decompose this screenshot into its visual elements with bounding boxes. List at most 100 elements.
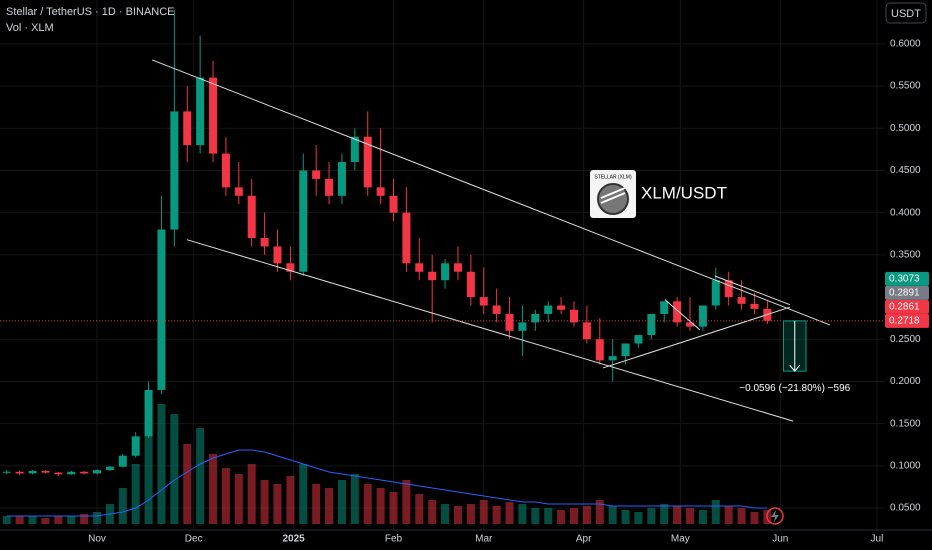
volume-bar [2,516,11,524]
volume-bar [737,508,746,524]
candle-body [131,436,140,456]
x-tick-label: Jul [871,534,884,545]
alert-icon[interactable] [766,507,784,525]
candle-body [376,187,385,196]
trend-line [602,306,791,369]
x-tick-label: Feb [385,534,403,545]
candle-body [67,471,76,475]
volume-bar [131,464,140,524]
candle-body [350,136,359,163]
candle-body [2,471,11,473]
trend-line [186,239,794,422]
measure-label: −0.0596 (−21.80%) −596 [739,383,850,394]
volume-bar [453,506,462,524]
candle-body [144,389,153,437]
candle-body [54,472,63,475]
volume-bar [41,518,50,524]
volume-bar [234,474,243,524]
candle-body [221,153,230,188]
y-tick-label: 0.5000 [890,123,921,134]
candle-body [41,470,50,473]
logo-small-text: STELLAR (XLM) [594,174,632,180]
volume-bar [157,404,166,524]
price-label: 0.2718 [889,316,920,327]
x-tick-label: Dec [185,534,203,545]
candle-body [531,313,540,323]
candle-body [80,471,89,474]
volume-bar [221,468,230,524]
logo-icon-lines [600,187,626,204]
candle-body [518,322,527,331]
trend-line [664,299,701,331]
candle-body [28,470,37,474]
candle-body [105,466,114,471]
candle-body [686,322,695,327]
candle-body [273,246,282,264]
candle-body [557,305,566,310]
y-tick-label: 0.5500 [890,81,921,92]
volume-bar [337,480,346,524]
volume-bar [479,500,488,524]
candle-body [312,170,321,179]
volume-bar [28,516,37,524]
volume-bar [647,508,656,524]
candle-body [428,271,437,281]
y-tick-label: 0.0500 [890,503,921,514]
alert-icon-bolt[interactable] [771,510,779,522]
candle-body [634,335,643,344]
candle-body [170,111,179,230]
candle-body [453,263,462,272]
price-label: 0.2891 [889,288,920,299]
candle-body [737,297,746,304]
candle-body [582,322,591,340]
candle-body [466,271,475,298]
candle-body [389,195,398,213]
volume-bar [363,484,372,524]
candle-body [260,237,269,247]
volume-bar [376,488,385,524]
candle-body [286,263,295,272]
candle-body [247,195,256,238]
trend-line [714,275,791,306]
y-tick-label: 0.2000 [890,376,921,387]
volume-label: Vol · XLM [6,22,54,34]
candle-body [660,301,669,314]
price-label: 0.2861 [889,302,920,313]
volume-bar [724,506,733,524]
candle-body [673,301,682,323]
volume-bar [673,506,682,524]
candle-body [595,339,604,361]
logo-title: XLM/USDT [641,183,727,202]
volume-bar [196,428,205,524]
candle-body [441,263,450,281]
volume-bar [750,512,759,524]
volume-bar [634,512,643,524]
volume-ma-line [6,449,768,517]
volume-bar [544,508,553,524]
candle-body [363,136,372,188]
candle-body [647,313,656,336]
volume-bar [582,506,591,524]
currency-button-label[interactable]: USDT [891,8,921,20]
volume-bar [273,484,282,524]
candle-body [711,280,720,306]
volume-bar [621,510,630,524]
candle-body [118,455,127,467]
volume-bar [557,510,566,524]
x-tick-label: Jun [772,534,788,545]
volume-bar [93,512,102,524]
candle-body [196,77,205,146]
volume-bar [441,504,450,524]
price-label: 0.3073 [889,274,920,285]
candle-body [337,162,346,196]
candle-body [750,303,759,309]
candle-body [724,280,733,298]
x-tick-label: 2025 [282,534,305,545]
volume-bar [505,502,514,524]
volume-bar [350,474,359,524]
volume-bar [569,508,578,524]
currency-button[interactable] [885,2,927,24]
volume-bar [15,516,24,524]
candle-body [15,471,24,474]
volume-bar [260,480,269,524]
